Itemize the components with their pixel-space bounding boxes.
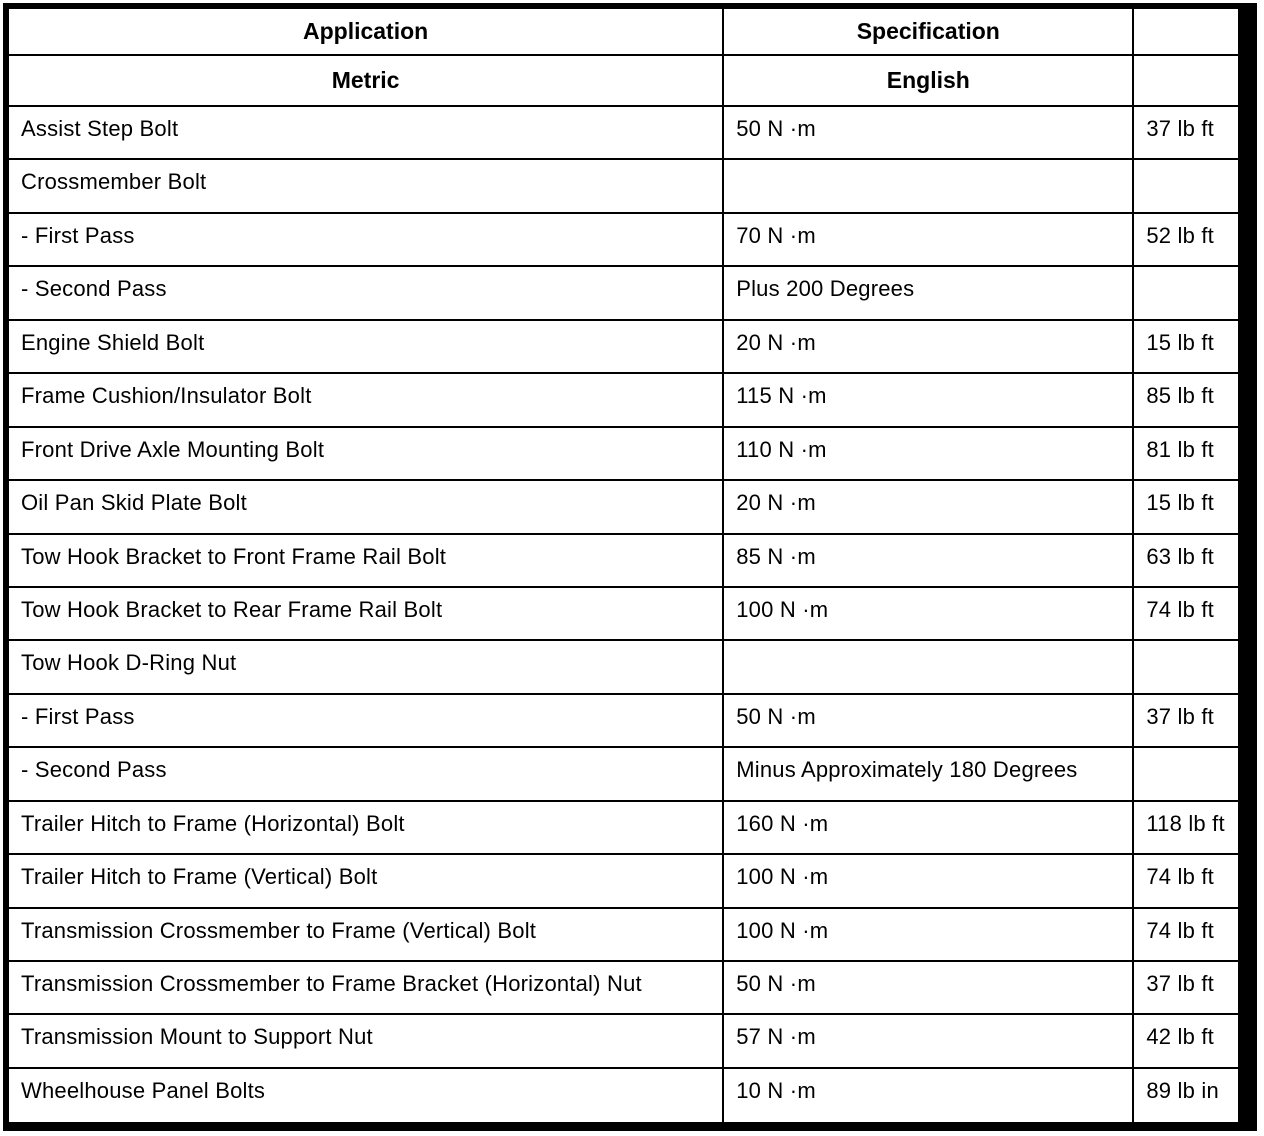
table-header: Application Specification Metric English xyxy=(4,5,1249,107)
header-english: English xyxy=(722,54,1135,107)
cell-metric: 20 N ·m xyxy=(722,318,1135,375)
cell-metric: 85 N ·m xyxy=(722,532,1135,588)
cell-metric: Minus Approximately 180 Degrees xyxy=(722,746,1135,802)
cell-application: Trailer Hitch to Frame (Vertical) Bolt xyxy=(4,853,725,909)
table-row: - Second Pass Plus 200 Degrees xyxy=(4,265,1249,321)
table-row: - Second Pass Minus Approximately 180 Deg… xyxy=(4,746,1249,802)
table-row: Assist Step Bolt 50 N ·m 37 lb ft xyxy=(4,104,1249,161)
cell-application: - First Pass xyxy=(4,692,725,749)
cell-english: 74 lb ft xyxy=(1132,585,1249,642)
header-application: Application xyxy=(4,5,725,56)
table-row: Trailer Hitch to Frame (Horizontal) Bolt… xyxy=(4,799,1249,856)
cell-english: 74 lb ft xyxy=(1132,906,1249,963)
cell-metric: 10 N ·m xyxy=(722,1066,1135,1128)
table-row: Transmission Mount to Support Nut 57 N ·m… xyxy=(4,1013,1249,1069)
header-specification: Specification xyxy=(722,5,1135,56)
cell-metric: Plus 200 Degrees xyxy=(722,265,1135,321)
cell-english xyxy=(1132,746,1249,802)
table-row: Transmission Crossmember to Frame Bracke… xyxy=(4,959,1249,1016)
cell-metric: 110 N ·m xyxy=(722,425,1135,482)
cell-english xyxy=(1132,158,1249,214)
cell-application: - First Pass xyxy=(4,211,725,268)
header-metric: Metric xyxy=(4,54,725,107)
cell-english: 74 lb ft xyxy=(1132,853,1249,909)
cell-english: 118 lb ft xyxy=(1132,799,1249,856)
table-row: - First Pass 70 N ·m 52 lb ft xyxy=(4,211,1249,268)
cell-metric: 50 N ·m xyxy=(722,959,1135,1016)
cell-application: Engine Shield Bolt xyxy=(4,318,725,375)
cell-english xyxy=(1132,265,1249,321)
cell-english: 42 lb ft xyxy=(1132,1013,1249,1069)
cell-application: Tow Hook Bracket to Rear Frame Rail Bolt xyxy=(4,585,725,642)
cell-english: 81 lb ft xyxy=(1132,425,1249,482)
cell-application: Front Drive Axle Mounting Bolt xyxy=(4,425,725,482)
table-row: Transmission Crossmember to Frame (Verti… xyxy=(4,906,1249,963)
table-body: Assist Step Bolt 50 N ·m 37 lb ft Crossmemb… xyxy=(4,104,1249,1128)
cell-english: 89 lb in xyxy=(1132,1066,1249,1128)
table-row: Tow Hook Bracket to Front Frame Rail Bol… xyxy=(4,532,1249,588)
cell-metric: 50 N ·m xyxy=(722,692,1135,749)
table-row: Crossmember Bolt xyxy=(4,158,1249,214)
cell-english xyxy=(1132,639,1249,695)
cell-application: Transmission Crossmember to Frame Bracke… xyxy=(4,959,725,1016)
cell-application: Wheelhouse Panel Bolts xyxy=(4,1066,725,1128)
table-row: Oil Pan Skid Plate Bolt 20 N ·m 15 lb ft xyxy=(4,479,1249,535)
cell-application: Transmission Mount to Support Nut xyxy=(4,1013,725,1069)
table-row: Tow Hook Bracket to Rear Frame Rail Bolt… xyxy=(4,585,1249,642)
header-row-main: Application Specification xyxy=(4,5,1249,56)
table-row: Tow Hook D-Ring Nut xyxy=(4,639,1249,695)
cell-metric xyxy=(722,639,1135,695)
cell-application: - Second Pass xyxy=(4,265,725,321)
cell-metric: 20 N ·m xyxy=(722,479,1135,535)
cell-application: Tow Hook D-Ring Nut xyxy=(4,639,725,695)
cell-metric: 100 N ·m xyxy=(722,853,1135,909)
torque-spec-table: Application Specification Metric English… xyxy=(3,3,1257,1131)
cell-metric: 115 N ·m xyxy=(722,372,1135,428)
cell-english: 63 lb ft xyxy=(1132,532,1249,588)
table-row: Frame Cushion/Insulator Bolt 115 N ·m 85 l… xyxy=(4,372,1249,428)
table-row: Wheelhouse Panel Bolts 10 N ·m 89 lb in xyxy=(4,1066,1249,1128)
cell-application: Transmission Crossmember to Frame (Verti… xyxy=(4,906,725,963)
cell-english: 52 lb ft xyxy=(1132,211,1249,268)
cell-metric: 70 N ·m xyxy=(722,211,1135,268)
header-row-units: Metric English xyxy=(4,54,1249,107)
cell-metric: 100 N ·m xyxy=(722,906,1135,963)
cell-application: Assist Step Bolt xyxy=(4,104,725,161)
cell-english: 37 lb ft xyxy=(1132,959,1249,1016)
table-row: Front Drive Axle Mounting Bolt 110 N ·m 81… xyxy=(4,425,1249,482)
cell-english: 85 lb ft xyxy=(1132,372,1249,428)
cell-english: 15 lb ft xyxy=(1132,318,1249,375)
cell-metric: 57 N ·m xyxy=(722,1013,1135,1069)
header-blank-top xyxy=(1132,5,1249,56)
cell-application: Tow Hook Bracket to Front Frame Rail Bol… xyxy=(4,532,725,588)
cell-application: Trailer Hitch to Frame (Horizontal) Bolt xyxy=(4,799,725,856)
table-row: Engine Shield Bolt 20 N ·m 15 lb ft xyxy=(4,318,1249,375)
cell-application: Crossmember Bolt xyxy=(4,158,725,214)
table-row: Trailer Hitch to Frame (Vertical) Bolt 10… xyxy=(4,853,1249,909)
header-blank-units xyxy=(1132,54,1249,107)
cell-application: Frame Cushion/Insulator Bolt xyxy=(4,372,725,428)
cell-application: - Second Pass xyxy=(4,746,725,802)
cell-metric: 100 N ·m xyxy=(722,585,1135,642)
cell-metric: 50 N ·m xyxy=(722,104,1135,161)
table-row: - First Pass 50 N ·m 37 lb ft xyxy=(4,692,1249,749)
cell-metric: 160 N ·m xyxy=(722,799,1135,856)
cell-metric xyxy=(722,158,1135,214)
cell-english: 15 lb ft xyxy=(1132,479,1249,535)
cell-application: Oil Pan Skid Plate Bolt xyxy=(4,479,725,535)
cell-english: 37 lb ft xyxy=(1132,692,1249,749)
cell-english: 37 lb ft xyxy=(1132,104,1249,161)
